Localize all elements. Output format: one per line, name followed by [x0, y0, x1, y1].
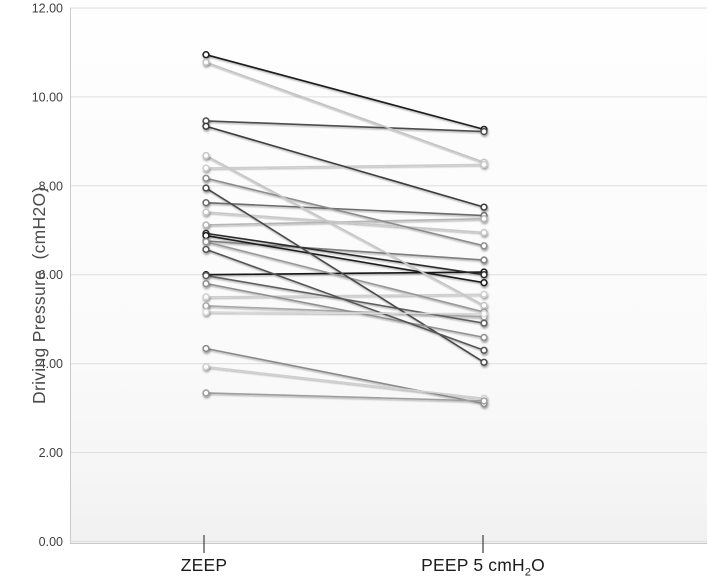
y-tick-label: 0.00 [39, 535, 63, 549]
data-point-marker [480, 310, 488, 318]
data-point-marker [480, 203, 488, 211]
x-category-label-zeep: ZEEP [180, 555, 228, 575]
data-point-marker [480, 346, 488, 354]
y-tick-labels-group: 0.00 2.00 4.00 6.00 8.00 10.00 12.00 [32, 2, 63, 549]
slope-line [205, 365, 485, 400]
slope-line [205, 53, 485, 131]
slope-line [205, 177, 485, 247]
data-point-marker [202, 151, 210, 160]
peep-label-subscript: 2 [524, 566, 532, 579]
data-point-marker [202, 293, 210, 301]
data-point-marker [480, 301, 488, 310]
data-point-marker [202, 208, 210, 216]
data-point-marker [480, 333, 488, 342]
peep-label-pre: PEEP 5 cmH [421, 555, 525, 575]
data-point-marker [480, 358, 488, 366]
data-point-marker [202, 58, 210, 66]
slope-line [205, 120, 485, 133]
data-point-marker [480, 215, 488, 223]
data-point-marker [202, 279, 210, 288]
slope-line [205, 234, 485, 284]
slope-line [205, 271, 485, 276]
data-point-marker [202, 221, 210, 229]
y-tick-label: 10.00 [32, 90, 63, 104]
y-tick-label: 4.00 [39, 357, 63, 371]
slope-line [205, 311, 485, 315]
plot-area [70, 8, 707, 544]
y-tick-label: 6.00 [39, 268, 63, 282]
slope-line [205, 201, 485, 217]
data-point-marker [202, 245, 210, 254]
slope-line [205, 125, 485, 208]
slope-line [205, 248, 485, 352]
data-markers-group [202, 51, 488, 408]
data-point-marker [480, 271, 488, 279]
data-point-marker [202, 184, 210, 192]
slope-line [205, 347, 485, 405]
y-tick-label: 12.00 [32, 2, 63, 16]
data-point-marker [480, 242, 488, 250]
slope-lines-group [205, 53, 485, 405]
y-tick-label: 8.00 [39, 179, 63, 193]
data-point-marker [202, 363, 210, 371]
data-point-marker [202, 174, 210, 182]
slope-line [205, 293, 485, 298]
data-point-marker [202, 164, 210, 172]
data-point-marker [202, 302, 210, 310]
data-point-marker [480, 228, 488, 237]
data-point-marker [480, 319, 488, 327]
slope-line [205, 282, 485, 339]
y-axis-title: Driving Pressure (cmH2O) [29, 186, 49, 404]
data-point-marker [480, 397, 488, 405]
data-point-marker [202, 308, 210, 316]
data-point-marker [202, 344, 210, 353]
data-point-marker [480, 127, 488, 136]
slope-line [205, 154, 485, 307]
data-point-marker [202, 238, 210, 246]
data-point-marker [480, 279, 488, 287]
slope-line [205, 211, 485, 234]
data-point-marker [480, 290, 488, 298]
category-ticks-group [203, 535, 484, 553]
slope-line [205, 232, 485, 276]
data-point-marker [480, 256, 488, 264]
axes-group [70, 8, 707, 544]
data-point-marker [202, 51, 210, 59]
slope-line [205, 241, 485, 313]
slope-line [205, 392, 485, 402]
peep-label-post: O [531, 555, 545, 575]
data-point-marker [480, 160, 488, 169]
y-tick-label: 2.00 [39, 446, 63, 460]
data-point-marker [202, 389, 210, 397]
gridlines-group [70, 7, 707, 542]
data-point-marker [202, 199, 210, 207]
slope-line [205, 61, 485, 164]
x-category-label-peep: PEEP 5 cmH2O [383, 555, 583, 579]
data-point-marker [202, 122, 210, 130]
data-point-marker [202, 271, 210, 280]
data-point-marker [202, 231, 210, 240]
